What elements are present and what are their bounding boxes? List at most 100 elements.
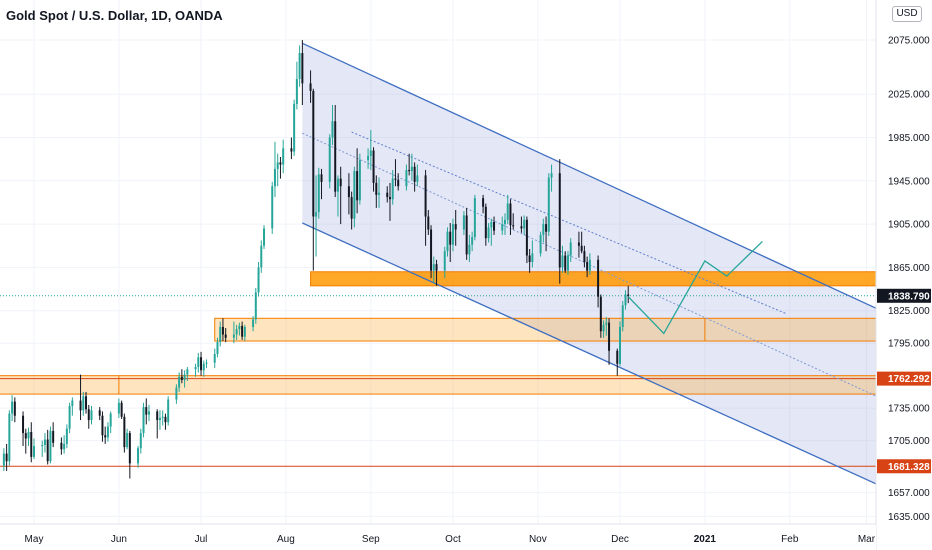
y-tick-label: 1985.000: [888, 133, 930, 144]
candle: [276, 162, 279, 169]
candle: [235, 329, 238, 335]
candle: [49, 430, 52, 462]
candle: [336, 178, 339, 192]
candle-layer: [2, 40, 630, 479]
currency-badge[interactable]: USD: [892, 6, 922, 22]
candle: [175, 387, 178, 400]
candle: [602, 324, 605, 332]
projection-layer: [627, 240, 763, 335]
candle: [375, 182, 378, 195]
candle: [2, 453, 5, 466]
candle: [547, 177, 550, 232]
candle: [219, 326, 222, 343]
candle: [432, 264, 435, 271]
y-tick-label: 1905.000: [888, 220, 930, 231]
channel-mid-line: [302, 132, 905, 410]
candle: [331, 121, 334, 138]
candle: [65, 428, 68, 444]
candle: [123, 416, 126, 448]
candle: [624, 294, 627, 306]
x-tick-label: Dec: [611, 534, 629, 545]
candle: [221, 326, 224, 335]
candle: [161, 416, 164, 418]
zone-layer: [0, 271, 906, 395]
candle: [599, 296, 602, 332]
candle: [462, 215, 465, 230]
candle: [367, 155, 370, 161]
candle: [167, 399, 170, 423]
candle: [449, 231, 452, 245]
candle: [454, 224, 457, 230]
x-tick-label: Jul: [195, 534, 208, 545]
candle: [531, 253, 534, 262]
candle: [378, 192, 381, 195]
candle: [46, 439, 49, 462]
candle: [580, 245, 583, 252]
candle: [347, 186, 350, 198]
chart-title: Gold Spot / U.S. Dollar, 1D, OANDA: [6, 8, 223, 23]
candle: [148, 411, 151, 415]
candle: [301, 53, 304, 84]
channel-lower-line: [302, 222, 906, 498]
candle: [451, 224, 454, 245]
candle: [564, 255, 567, 271]
candle: [484, 206, 487, 239]
x-tick-label: Sep: [362, 534, 380, 545]
candle: [158, 417, 161, 421]
candle: [528, 255, 531, 262]
candle: [200, 357, 203, 371]
candle: [27, 431, 30, 439]
candle: [68, 405, 71, 429]
candle: [520, 226, 523, 229]
candle: [490, 221, 493, 228]
candle: [90, 410, 93, 421]
candle: [619, 326, 621, 364]
candle: [252, 319, 255, 327]
candle: [627, 294, 630, 296]
channel-quarter-line: [351, 131, 788, 315]
candle: [353, 171, 356, 219]
x-tick-label: Mar: [858, 534, 876, 545]
candle: [43, 439, 46, 445]
x-tick-label: Jun: [111, 534, 127, 545]
candle: [30, 431, 33, 457]
candle: [561, 255, 564, 268]
candle: [298, 53, 301, 80]
candle: [79, 400, 82, 411]
y-tick-label: 2025.000: [888, 90, 930, 101]
candle: [295, 79, 298, 104]
channel-fill-layer: [302, 43, 905, 497]
candle: [506, 203, 509, 220]
candle: [413, 166, 416, 182]
candle: [424, 175, 427, 217]
candle: [120, 402, 123, 417]
candle: [104, 435, 107, 438]
y-tick-label: 1705.000: [888, 436, 930, 447]
candle: [446, 231, 449, 252]
x-tick-label: Oct: [445, 534, 461, 545]
candle: [178, 376, 181, 388]
candle: [183, 374, 186, 381]
candle: [471, 237, 474, 245]
candle: [202, 363, 205, 371]
candle: [216, 342, 219, 355]
candle: [525, 219, 528, 256]
y-tick-label: 1825.000: [888, 306, 930, 317]
candle: [257, 267, 260, 293]
y-tick-label: 1945.000: [888, 176, 930, 187]
y-tick-label: 1795.000: [888, 339, 930, 350]
x-tick-label: Aug: [277, 534, 295, 545]
candle: [22, 415, 25, 434]
channel-upper-line: [302, 42, 906, 323]
candle: [254, 292, 257, 320]
candle: [156, 411, 159, 421]
candle: [621, 305, 624, 327]
candle: [586, 262, 589, 271]
candle: [523, 219, 526, 229]
candle: [427, 216, 430, 230]
support-zone-upper: [214, 317, 906, 342]
candle: [397, 179, 400, 187]
candle: [205, 362, 208, 364]
